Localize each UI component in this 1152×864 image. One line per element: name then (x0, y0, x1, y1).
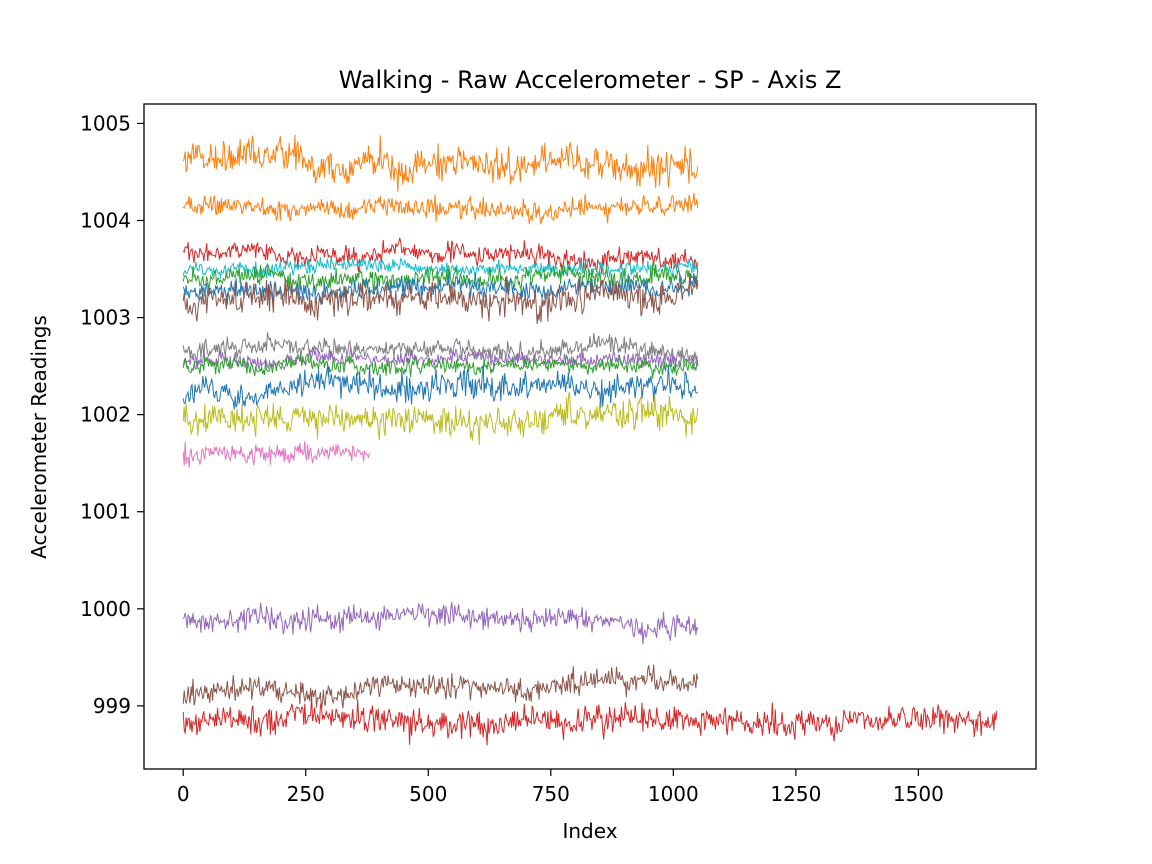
x-tick-label: 1250 (770, 782, 821, 806)
series-line-13 (182, 441, 370, 468)
series-line-15 (182, 664, 699, 710)
y-tick-label: 1000 (80, 597, 131, 621)
y-tick-label: 1002 (80, 403, 131, 427)
x-tick-label: 250 (287, 782, 325, 806)
series-layer (182, 134, 998, 746)
y-tick-label: 1005 (80, 111, 131, 135)
x-tick-label: 0 (177, 782, 190, 806)
series-line-1 (182, 134, 699, 192)
y-axis-label: Accelerometer Readings (27, 315, 51, 559)
y-tick-label: 1004 (80, 208, 131, 232)
x-tick-label: 1000 (648, 782, 699, 806)
series-line-2 (182, 193, 699, 225)
x-axis: 0 250 500 750 1000 1250 1500 (177, 769, 944, 806)
y-tick-label: 999 (93, 694, 131, 718)
x-tick-label: 750 (532, 782, 570, 806)
series-line-16 (182, 695, 998, 746)
y-tick-label: 1001 (80, 500, 131, 524)
y-axis: 999 1000 1001 1002 1003 1004 1005 (80, 111, 144, 718)
series-line-12 (182, 391, 699, 445)
chart-title: Walking - Raw Accelerometer - SP - Axis … (339, 66, 842, 94)
series-line-3 (182, 237, 699, 275)
series-line-10 (182, 352, 699, 379)
series-line-8 (182, 332, 699, 369)
x-tick-label: 1500 (893, 782, 944, 806)
x-tick-label: 500 (409, 782, 447, 806)
series-line-11 (182, 364, 699, 410)
x-axis-label: Index (562, 819, 617, 843)
series-line-4 (182, 255, 699, 279)
plot-frame (143, 103, 1037, 770)
series-line-7 (182, 273, 699, 325)
series-line-14 (182, 601, 699, 645)
y-tick-label: 1003 (80, 306, 131, 330)
